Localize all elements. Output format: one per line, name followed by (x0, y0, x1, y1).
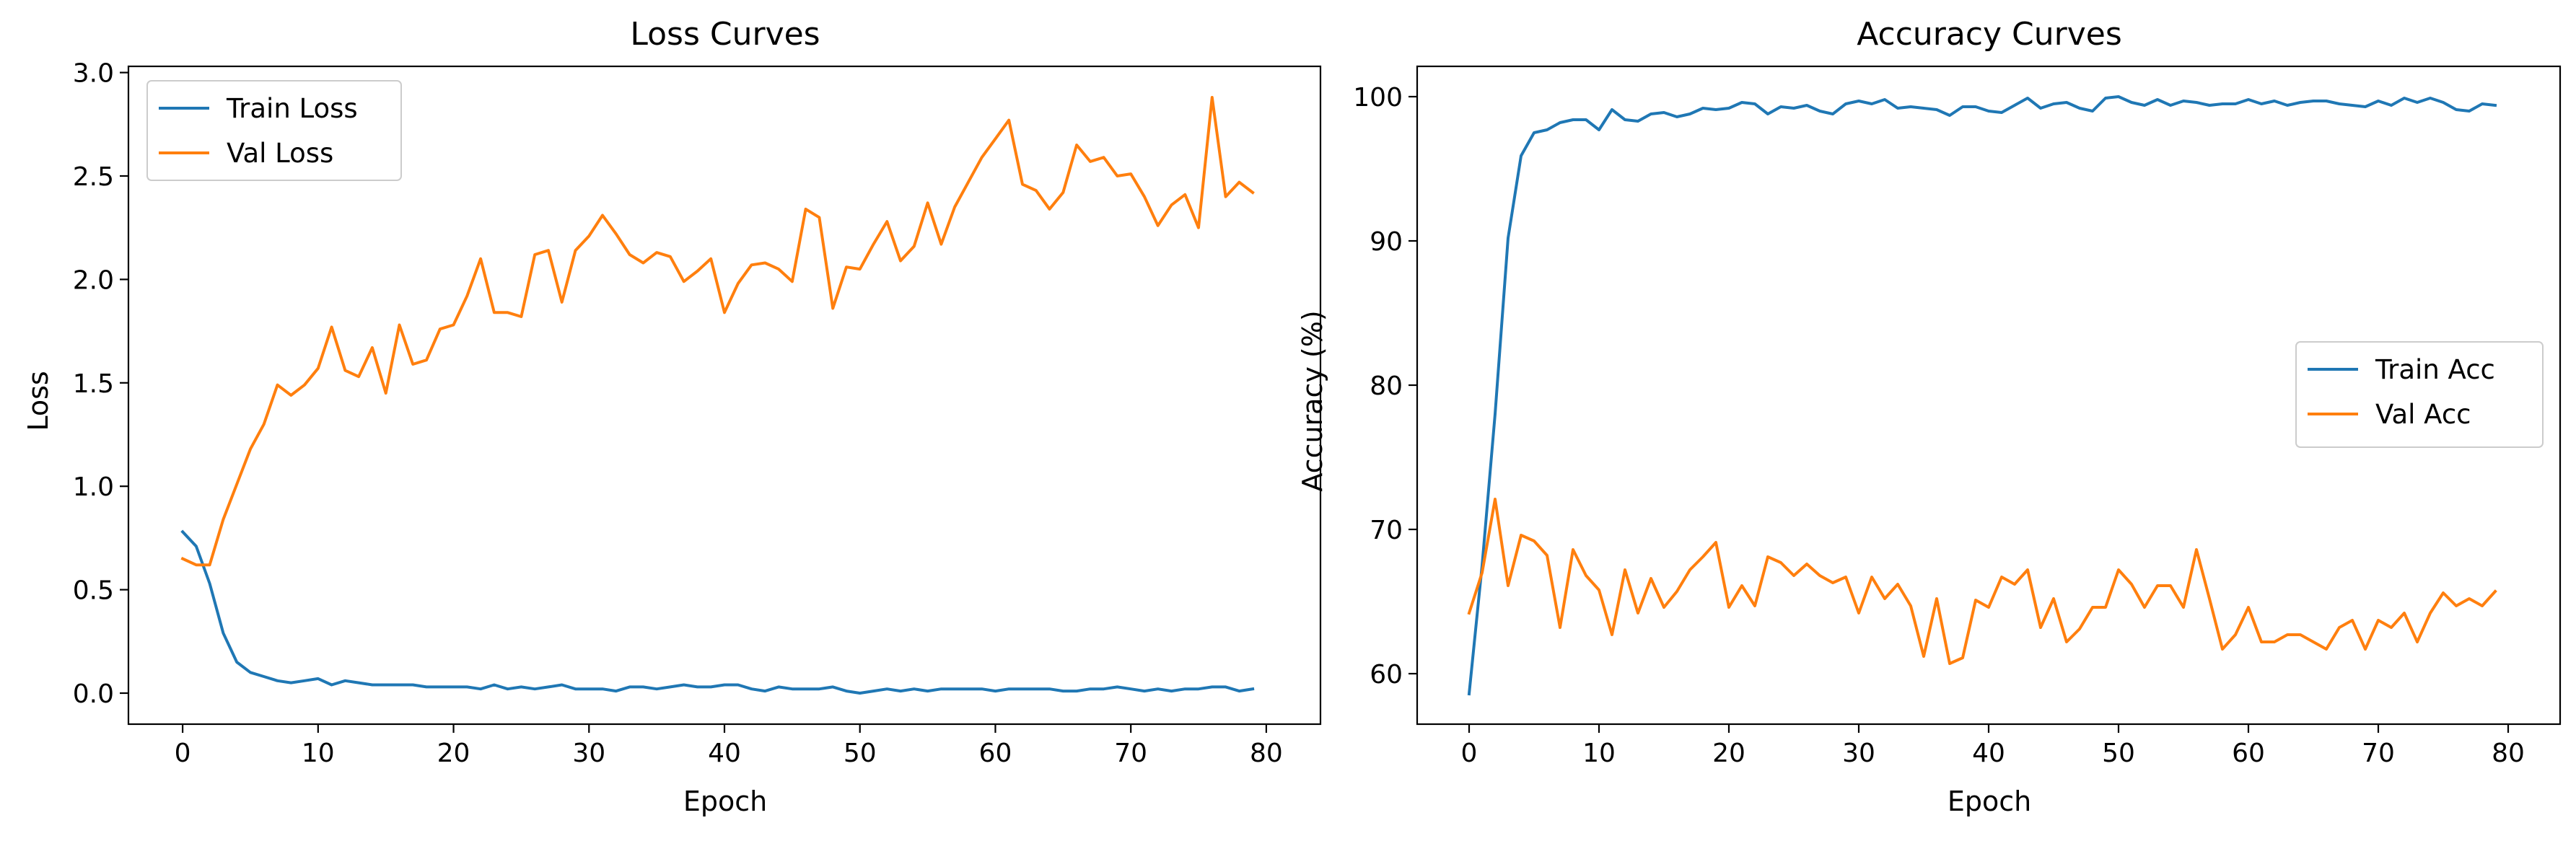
loss-series-train-loss-line (180, 529, 1255, 695)
loss-x-tick-label: 80 (1250, 739, 1283, 768)
loss-x-tick-label: 30 (572, 739, 605, 768)
accuracy-series-train-acc-line (1467, 95, 2497, 696)
chart-panel-accuracy: 0 10 20 30 40 50 60 70 80 60 70 80 90 100 Accuracy Cu… (1297, 16, 2562, 817)
loss-legend: Train Loss Val Loss (146, 80, 402, 181)
accuracy-x-tick-label: 40 (1972, 739, 2005, 768)
accuracy-ticks: 0 10 20 30 40 50 60 70 80 60 70 80 90 100 (1353, 83, 2525, 768)
accuracy-legend: Train Acc Val Acc (2295, 341, 2544, 448)
accuracy-y-tick-label: 70 (1370, 516, 1403, 545)
accuracy-x-tick-label: 10 (1582, 739, 1616, 768)
loss-x-tick-label: 40 (708, 739, 741, 768)
accuracy-y-tick-label: 100 (1353, 83, 1403, 113)
loss-x-tick-label: 70 (1114, 739, 1147, 768)
loss-legend-label: Train Loss (226, 93, 358, 124)
loss-x-tick-label: 10 (302, 739, 335, 768)
accuracy-x-tick-label: 20 (1712, 739, 1745, 768)
loss-y-tick-label: 0.0 (73, 679, 114, 709)
accuracy-legend-label: Val Acc (2375, 399, 2471, 430)
chart-panel-loss: 0 10 20 30 40 50 60 70 80 0.0 0.5 1.0 1.5 2.0 2.5 3.0 L… (22, 16, 1322, 817)
accuracy-x-tick-label: 70 (2362, 739, 2395, 768)
loss-y-tick-label: 3.0 (73, 59, 114, 89)
loss-x-tick-label: 20 (437, 739, 470, 768)
loss-legend-label: Val Loss (227, 138, 333, 169)
accuracy-x-tick-label: 60 (2232, 739, 2265, 768)
accuracy-plot-area (1416, 65, 2562, 726)
loss-y-tick-label: 1.5 (73, 369, 114, 399)
loss-y-tick-label: 2.0 (73, 265, 114, 295)
loss-x-tick-label: 0 (175, 739, 191, 768)
accuracy-title: Accuracy Curves (1857, 16, 2122, 53)
accuracy-x-tick-label: 80 (2492, 739, 2525, 768)
loss-y-tick-label: 2.5 (73, 162, 114, 192)
loss-y-tick-label: 0.5 (73, 576, 114, 606)
loss-series-val-loss-line (180, 96, 1255, 567)
accuracy-y-axis-label: Accuracy (%) (1297, 310, 1328, 491)
loss-y-tick-label: 1.0 (73, 472, 114, 502)
loss-ticks: 0 10 20 30 40 50 60 70 80 0.0 0.5 1.0 1.5 2.0 2.5 3.0 (73, 59, 1283, 768)
accuracy-x-tick-label: 0 (1461, 739, 1478, 768)
accuracy-y-tick-label: 90 (1370, 227, 1403, 257)
accuracy-x-tick-label: 30 (1842, 739, 1875, 768)
loss-x-tick-label: 60 (979, 739, 1012, 768)
accuracy-y-tick-label: 80 (1370, 371, 1403, 401)
loss-title: Loss Curves (630, 16, 820, 53)
loss-x-axis-label: Epoch (683, 785, 767, 817)
accuracy-y-tick-label: 60 (1370, 660, 1403, 690)
accuracy-legend-label: Train Acc (2375, 354, 2495, 385)
accuracy-series-val-acc-line (1467, 498, 2497, 665)
accuracy-x-tick-label: 50 (2102, 739, 2135, 768)
loss-y-axis-label: Loss (22, 371, 54, 431)
accuracy-x-axis-label: Epoch (1948, 785, 2031, 817)
loss-legend-box (146, 80, 402, 181)
loss-x-tick-label: 50 (844, 739, 877, 768)
